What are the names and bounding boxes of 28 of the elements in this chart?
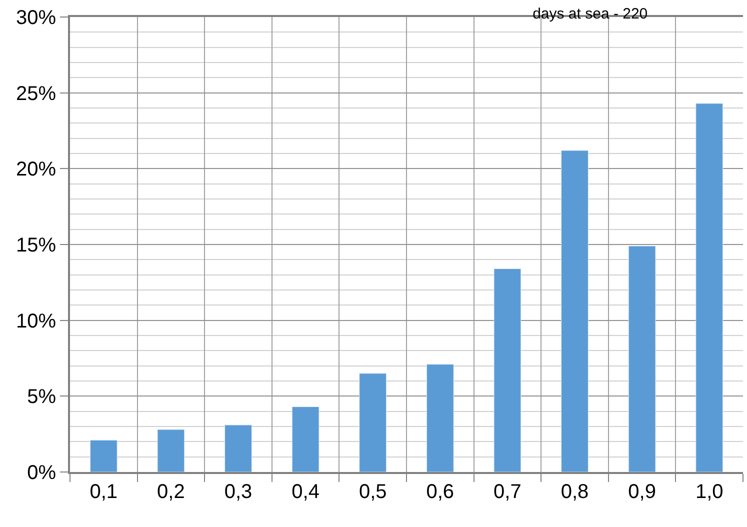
bar xyxy=(359,373,387,472)
x-tick-label: 0,6 xyxy=(426,481,454,503)
bar xyxy=(224,424,252,472)
bar xyxy=(628,246,656,472)
y-tick-label: 30% xyxy=(16,7,56,29)
y-tick-label: 15% xyxy=(16,234,56,256)
x-tick-label: 0,9 xyxy=(628,481,656,503)
bar xyxy=(292,406,320,472)
chart-title: days at sea - 220 xyxy=(532,6,648,22)
x-tick-label: 0,8 xyxy=(560,481,589,503)
y-tick-label: 0% xyxy=(27,462,56,484)
x-tick-label: 0,5 xyxy=(358,481,387,503)
bar xyxy=(157,429,185,472)
y-tick-label: 25% xyxy=(16,82,56,105)
y-tick-label: 10% xyxy=(16,310,56,332)
x-tick-label: 1,0 xyxy=(695,481,724,503)
x-tick-label: 0,2 xyxy=(157,481,185,503)
x-tick-label: 0,3 xyxy=(224,481,252,503)
y-tick-label: 5% xyxy=(27,386,56,408)
y-tick-label: 20% xyxy=(16,158,56,181)
x-tick-label: 0,4 xyxy=(292,481,320,503)
bar xyxy=(696,103,724,472)
x-tick-label: 0,7 xyxy=(494,481,522,503)
x-tick-label: 0,1 xyxy=(90,481,118,503)
bar xyxy=(426,364,454,472)
bar xyxy=(494,268,522,472)
bar xyxy=(561,150,588,472)
bar xyxy=(90,440,118,472)
